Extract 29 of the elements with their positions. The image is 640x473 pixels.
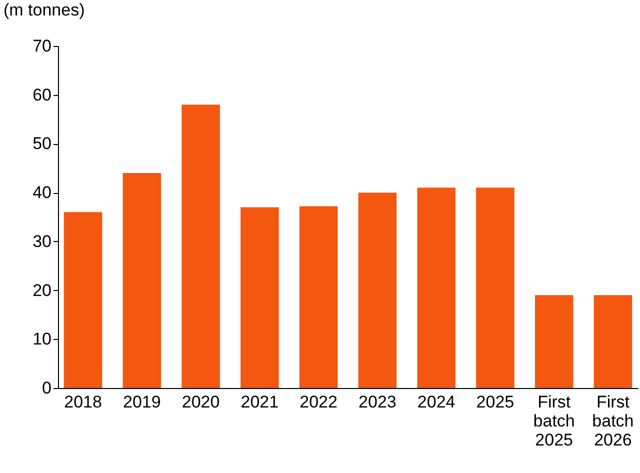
x-tick-label: 2020: [182, 392, 220, 412]
y-tick-label: 10: [32, 330, 52, 349]
x-tick-label: 2022: [300, 392, 338, 412]
x-tick-label: First batch 2025: [533, 392, 575, 450]
bar: [417, 188, 456, 388]
bar: [534, 295, 574, 388]
bar: [476, 188, 514, 388]
x-tick-label: 2019: [122, 392, 161, 412]
y-tick-label: 60: [32, 85, 52, 104]
x-tick-label: 2025: [476, 392, 514, 412]
bar: [358, 192, 397, 388]
x-tick-label: First batch 2026: [592, 392, 634, 450]
y-tick-label: 50: [32, 134, 52, 154]
y-tick-label: 20: [32, 280, 52, 300]
y-axis-title: (m tonnes): [4, 0, 85, 20]
bar: [299, 206, 338, 388]
bar: [122, 173, 162, 388]
y-tick-label: 30: [32, 232, 52, 251]
bar: [64, 212, 102, 388]
x-tick-label: 2018: [64, 392, 102, 412]
bar: [182, 104, 220, 388]
x-tick-label: 2023: [358, 392, 396, 412]
y-tick-label: 70: [32, 36, 52, 56]
x-tick-label: 2021: [240, 392, 279, 412]
y-tick-label: 40: [32, 183, 52, 202]
y-tick-label: 0: [42, 378, 52, 398]
x-tick-label: 2024: [417, 392, 456, 412]
bar: [594, 295, 632, 388]
bar: [240, 207, 279, 388]
